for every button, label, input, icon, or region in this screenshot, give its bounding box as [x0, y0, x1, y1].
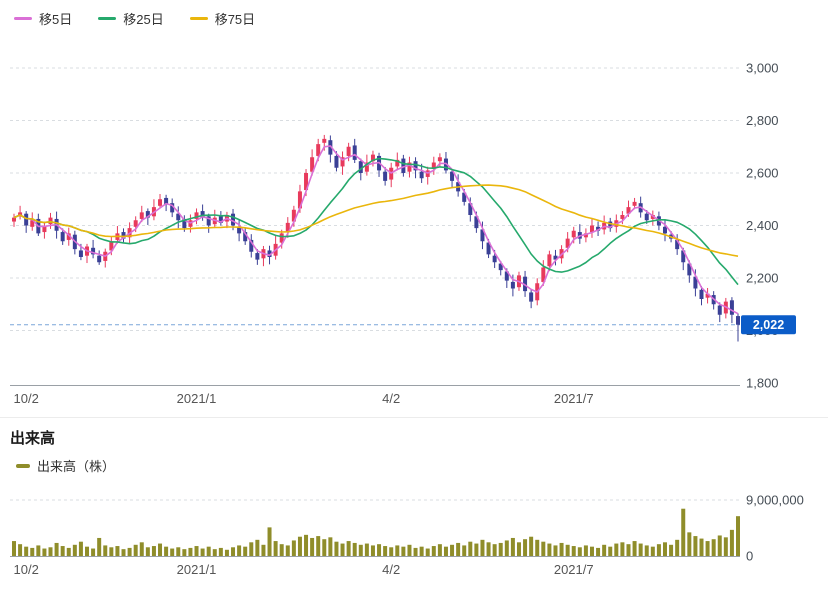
ma5-line-swatch: [14, 17, 32, 20]
volume-legend-label: 出来高（株）: [37, 459, 116, 474]
volume-x-axis-label: 10/2: [14, 562, 39, 577]
volume-x-axis-label: 4/2: [382, 562, 400, 577]
legend-item-ma75: 移75日: [189, 9, 256, 28]
volume-axis-label: 0: [746, 549, 753, 564]
ma-line-5: [13, 145, 739, 315]
volume-x-axis-label: 2021/7: [554, 562, 594, 577]
volume-swatch: [16, 463, 30, 468]
current-price-badge-label: 2,022: [753, 318, 784, 332]
price-x-axis-label: 2021/7: [554, 391, 594, 406]
price-axis-label: 2,400: [746, 218, 779, 233]
current-price-badge: [741, 315, 796, 335]
candlesticks: [12, 134, 740, 342]
price-x-axis-label: 4/2: [382, 391, 400, 406]
price-x-axis-label: 2021/1: [177, 391, 217, 406]
legend-label: 移25日: [123, 12, 164, 27]
ma-line-75: [13, 184, 739, 257]
ma75-line-swatch: [189, 17, 208, 20]
legend-item-ma5: 移5日: [14, 9, 72, 28]
legend-label: 移75日: [214, 12, 256, 27]
volume-axis-label: 9,000,000: [746, 493, 804, 508]
price-axis-label: 3,000: [746, 61, 779, 76]
legend-item-volume: 出来高（株）: [16, 456, 115, 475]
ma-legend: 移5日 移25日 移75日: [14, 9, 255, 28]
price-axis-label: 1,800: [746, 376, 779, 391]
legend-label: 移5日: [39, 12, 73, 27]
price-axis-label: 2,600: [746, 166, 779, 181]
volume-section-title: 出来高: [10, 430, 56, 447]
price-x-axis-label: 10/2: [14, 391, 39, 406]
ma25-line-swatch: [98, 17, 117, 20]
volume-legend: 出来高（株）: [16, 456, 115, 475]
legend-item-ma25: 移25日: [98, 9, 164, 28]
ma-line-25: [13, 157, 739, 286]
price-axis-label: 2,800: [746, 113, 779, 128]
volume-x-axis-label: 2021/1: [177, 562, 217, 577]
volume-bars: [12, 508, 740, 556]
price-axis-label: 2,200: [746, 271, 779, 286]
